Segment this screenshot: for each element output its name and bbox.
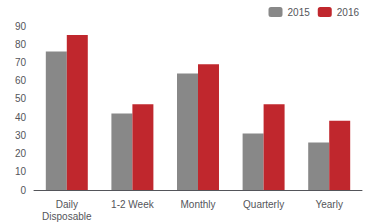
- svg-text:Yearly: Yearly: [315, 199, 342, 210]
- svg-text:60: 60: [15, 75, 27, 86]
- svg-text:70: 70: [15, 57, 27, 68]
- svg-text:80: 80: [15, 39, 27, 50]
- svg-text:Disposable: Disposable: [42, 211, 92, 222]
- svg-text:50: 50: [15, 93, 27, 104]
- svg-text:2015: 2015: [288, 7, 311, 18]
- svg-text:Daily: Daily: [56, 199, 78, 210]
- svg-text:2016: 2016: [337, 7, 360, 18]
- svg-text:90: 90: [15, 21, 27, 32]
- svg-text:30: 30: [15, 130, 27, 141]
- svg-text:10: 10: [15, 166, 27, 177]
- svg-text:0: 0: [20, 185, 26, 196]
- svg-text:Quarterly: Quarterly: [243, 199, 284, 210]
- svg-text:Monthly: Monthly: [180, 199, 215, 210]
- svg-text:20: 20: [15, 148, 27, 159]
- svg-text:1-2 Week: 1-2 Week: [111, 199, 155, 210]
- svg-text:40: 40: [15, 112, 27, 123]
